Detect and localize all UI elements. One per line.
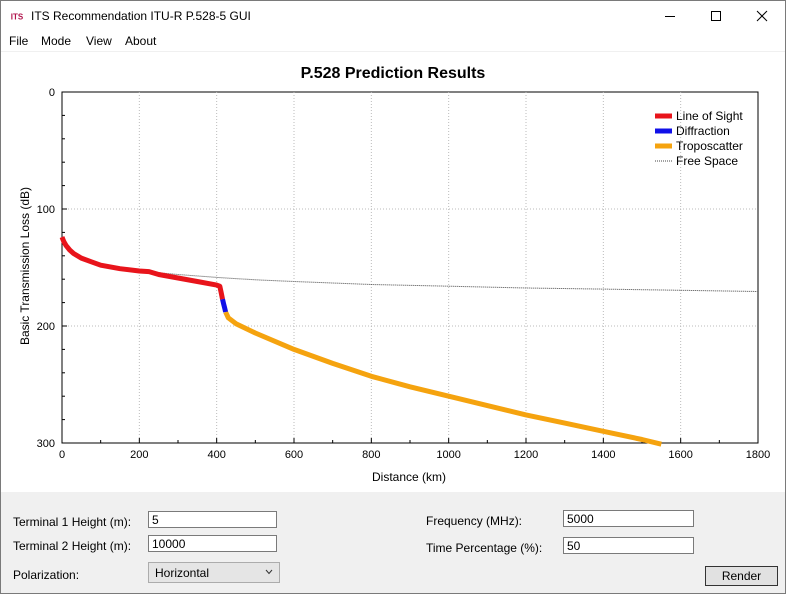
x-tick-label: 200	[130, 449, 148, 461]
its-logo-icon: ITS	[9, 10, 25, 22]
menu-about[interactable]: About	[125, 34, 157, 48]
minimize-icon	[665, 16, 675, 17]
x-tick-label: 0	[59, 449, 65, 461]
series-line-of-sight	[59, 236, 225, 300]
terminal2-input[interactable]: 10000	[148, 535, 277, 552]
menu-bar: File Mode View About	[1, 31, 785, 51]
terminal2-label: Terminal 2 Height (m):	[13, 539, 132, 553]
series-free-space	[61, 236, 759, 292]
chevron-down-icon	[265, 569, 273, 575]
terminal1-label: Terminal 1 Height (m):	[13, 515, 132, 529]
loss-chart[interactable]: 0 200 400 600 800 1000 1200 1400 1600 1800 0 100 200…	[1, 52, 785, 492]
legend-label-troposcatter: Troposcatter	[676, 139, 743, 153]
x-tick-label: 1000	[436, 449, 460, 461]
close-icon	[756, 10, 768, 22]
polarization-value: Horizontal	[155, 566, 210, 580]
legend-label-free-space: Free Space	[676, 154, 738, 168]
legend: Line of SightDiffractionTroposcatterFree…	[655, 109, 743, 168]
plot-frame	[61, 91, 759, 444]
maximize-icon	[711, 11, 721, 21]
tick-layer: 0 200 400 600 800 1000 1200 1400 1600 1800 0 100 200…	[37, 87, 771, 461]
menu-file[interactable]: File	[9, 34, 29, 48]
y-tick-label: 200	[37, 321, 55, 333]
x-tick-label: 1200	[514, 449, 538, 461]
time-percentage-input[interactable]: 50	[563, 537, 694, 554]
title-bar[interactable]: ITS ITS Recommendation ITU-R P.528-5 GUI	[1, 1, 785, 31]
x-tick-label: 400	[207, 449, 225, 461]
x-tick-label: 600	[285, 449, 303, 461]
y-tick-label: 100	[37, 204, 55, 216]
maximize-button[interactable]	[693, 1, 739, 31]
x-tick-label: 1600	[668, 449, 692, 461]
frequency-input[interactable]: 5000	[563, 510, 694, 527]
legend-label-line-of-sight: Line of Sight	[676, 109, 743, 123]
series-diffraction	[220, 298, 229, 313]
x-axis-label: Distance (km)	[372, 470, 446, 484]
x-tick-label: 1400	[591, 449, 615, 461]
x-tick-label: 800	[362, 449, 380, 461]
terminal1-input[interactable]: 5	[148, 511, 277, 528]
window-title: ITS Recommendation ITU-R P.528-5 GUI	[31, 9, 251, 23]
polarization-label: Polarization:	[13, 568, 80, 582]
menu-view[interactable]: View	[86, 34, 112, 48]
close-button[interactable]	[739, 1, 785, 31]
y-tick-label: 300	[37, 438, 55, 450]
frequency-label: Frequency (MHz):	[426, 514, 523, 528]
minimize-button[interactable]	[647, 1, 693, 31]
plot-area[interactable]: P.528 Prediction Results 0 200 400 600 800 10…	[1, 52, 785, 492]
polarization-select[interactable]: Horizontal	[148, 562, 280, 583]
y-axis-label: Basic Transmission Loss (dB)	[18, 187, 32, 345]
grid-layer	[61, 91, 759, 444]
x-tick-label: 1800	[746, 449, 770, 461]
its-logo-text: ITS	[11, 13, 24, 22]
legend-label-diffraction: Diffraction	[676, 124, 730, 138]
time-percentage-label: Time Percentage (%):	[426, 541, 543, 555]
chart-title: P.528 Prediction Results	[300, 65, 486, 82]
render-button[interactable]: Render	[705, 566, 778, 586]
series-troposcatter	[223, 310, 662, 447]
y-tick-label: 0	[49, 87, 55, 99]
menu-mode[interactable]: Mode	[41, 34, 72, 48]
series-layer	[59, 236, 759, 447]
